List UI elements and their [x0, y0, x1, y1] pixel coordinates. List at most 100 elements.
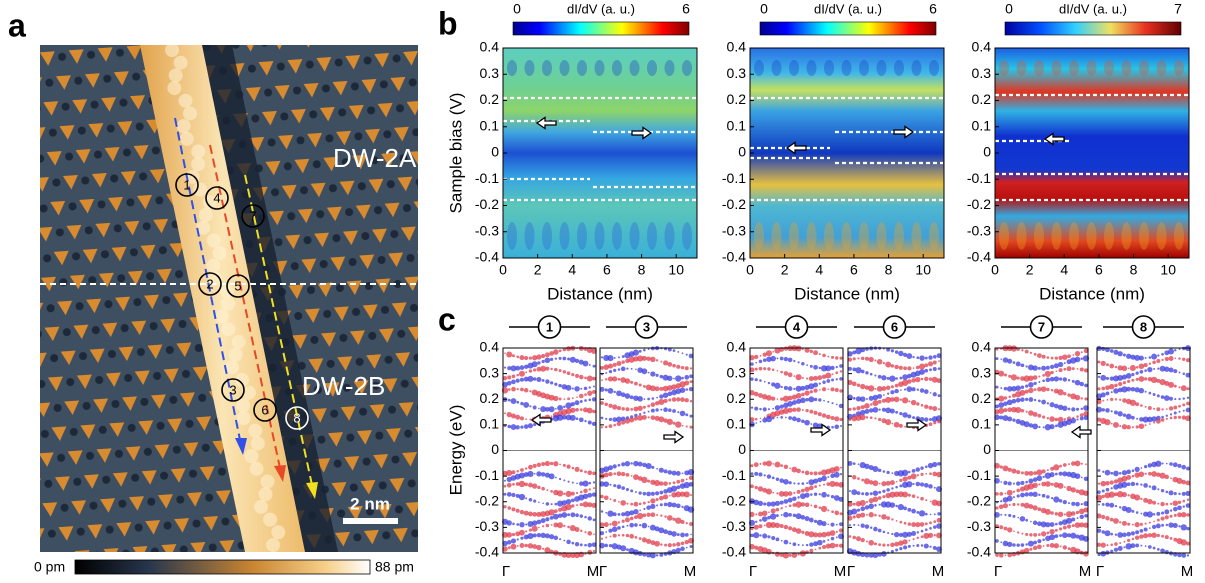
band-dot: [831, 510, 834, 514]
band-dot: [511, 374, 516, 379]
band-dot: [810, 504, 813, 507]
band-dot: [882, 470, 886, 473]
band-dot: [800, 397, 806, 404]
band-dot: [908, 400, 911, 403]
band-dot: [646, 491, 651, 497]
bead: [220, 296, 235, 311]
band-dot: [899, 547, 903, 551]
band-dot: [1147, 366, 1153, 373]
band-dot: [826, 482, 831, 486]
band-dot: [638, 349, 642, 353]
band-dot: [1011, 468, 1017, 474]
band-dot: [933, 513, 936, 516]
band-dot: [1119, 398, 1122, 401]
dIdV-map: [503, 48, 697, 258]
band-dot: [1003, 396, 1008, 400]
band-dot: [579, 393, 584, 399]
band-dot: [1063, 513, 1066, 516]
map-feature: [559, 60, 570, 76]
band-dot: [929, 418, 933, 422]
band-dot: [936, 523, 942, 529]
bead: [248, 423, 263, 438]
band-dot: [852, 396, 856, 400]
band-dot: [502, 531, 508, 538]
band-dot: [608, 528, 613, 533]
band-dot: [820, 505, 828, 513]
band-dot: [1182, 346, 1186, 351]
band-dot: [1186, 387, 1190, 391]
band-dot: [621, 420, 626, 425]
band-dot: [901, 397, 909, 404]
y-tick-label: -0.1: [722, 170, 746, 186]
band-dot: [1185, 358, 1191, 363]
band-dot: [929, 545, 932, 548]
band-dot: [1025, 543, 1028, 546]
band-dot: [685, 546, 688, 549]
band-dot: [809, 409, 814, 414]
band-dot: [924, 404, 929, 409]
band-dot: [1169, 536, 1173, 540]
band-dot: [1075, 489, 1080, 494]
band-dot: [1109, 502, 1115, 508]
band-dot: [1007, 527, 1013, 533]
y-tick-label: 0: [983, 144, 991, 160]
map-feature: [824, 60, 834, 76]
band-dot: [785, 506, 787, 508]
site-marker: [175, 173, 199, 197]
band-dot: [650, 356, 656, 363]
band-dot: [1055, 424, 1058, 428]
site-marker: [253, 398, 277, 422]
band-dot: [624, 418, 631, 424]
band-dot: [839, 364, 843, 368]
band-dot: [689, 367, 693, 370]
band-dot: [894, 383, 899, 388]
band-dot: [1074, 460, 1081, 467]
band-dot: [1143, 527, 1148, 532]
band-dot: [558, 477, 562, 481]
band-dot: [554, 382, 558, 386]
band-dot: [1098, 503, 1100, 506]
band-dot: [1160, 501, 1165, 507]
band-dot: [886, 376, 890, 380]
band-dot: [895, 410, 899, 414]
band-dot: [1110, 397, 1114, 402]
band-dot: [839, 472, 843, 476]
band-dot: [1148, 356, 1152, 359]
band-dot: [1177, 500, 1182, 505]
band-dot: [805, 397, 809, 402]
band-dot: [689, 380, 693, 384]
band-dot: [1159, 379, 1166, 386]
band-dot: [838, 528, 844, 533]
band-dot: [1134, 535, 1140, 540]
band-dot: [549, 381, 554, 385]
band-dot: [1054, 417, 1059, 422]
band-dot: [865, 371, 869, 375]
band-dot: [868, 480, 874, 485]
band-dot: [684, 532, 689, 537]
band-dot: [821, 413, 827, 418]
band-dot: [749, 511, 755, 517]
band-dot: [536, 471, 542, 477]
band-dot: [541, 359, 545, 364]
band-dot: [630, 380, 634, 384]
band-dot: [821, 491, 827, 498]
band-dot: [838, 403, 844, 409]
colorbar-min: 0: [1005, 1, 1013, 17]
band-dot: [754, 378, 758, 382]
band-dot: [548, 509, 555, 516]
band-dot: [1113, 349, 1119, 355]
band-dot: [927, 462, 934, 469]
band-dot: [613, 368, 617, 373]
band-dot: [1181, 553, 1187, 558]
band-dot: [750, 472, 754, 476]
band-dot: [1138, 363, 1145, 370]
band-dot: [1006, 399, 1013, 406]
band-dot: [630, 407, 634, 411]
band-dot: [554, 502, 558, 506]
band-dot: [1004, 513, 1007, 516]
arrow: [663, 430, 685, 444]
y-tick-label: -0.4: [722, 249, 746, 265]
band-dot: [911, 494, 916, 498]
band-dot: [852, 350, 857, 355]
band-dot: [761, 510, 768, 516]
